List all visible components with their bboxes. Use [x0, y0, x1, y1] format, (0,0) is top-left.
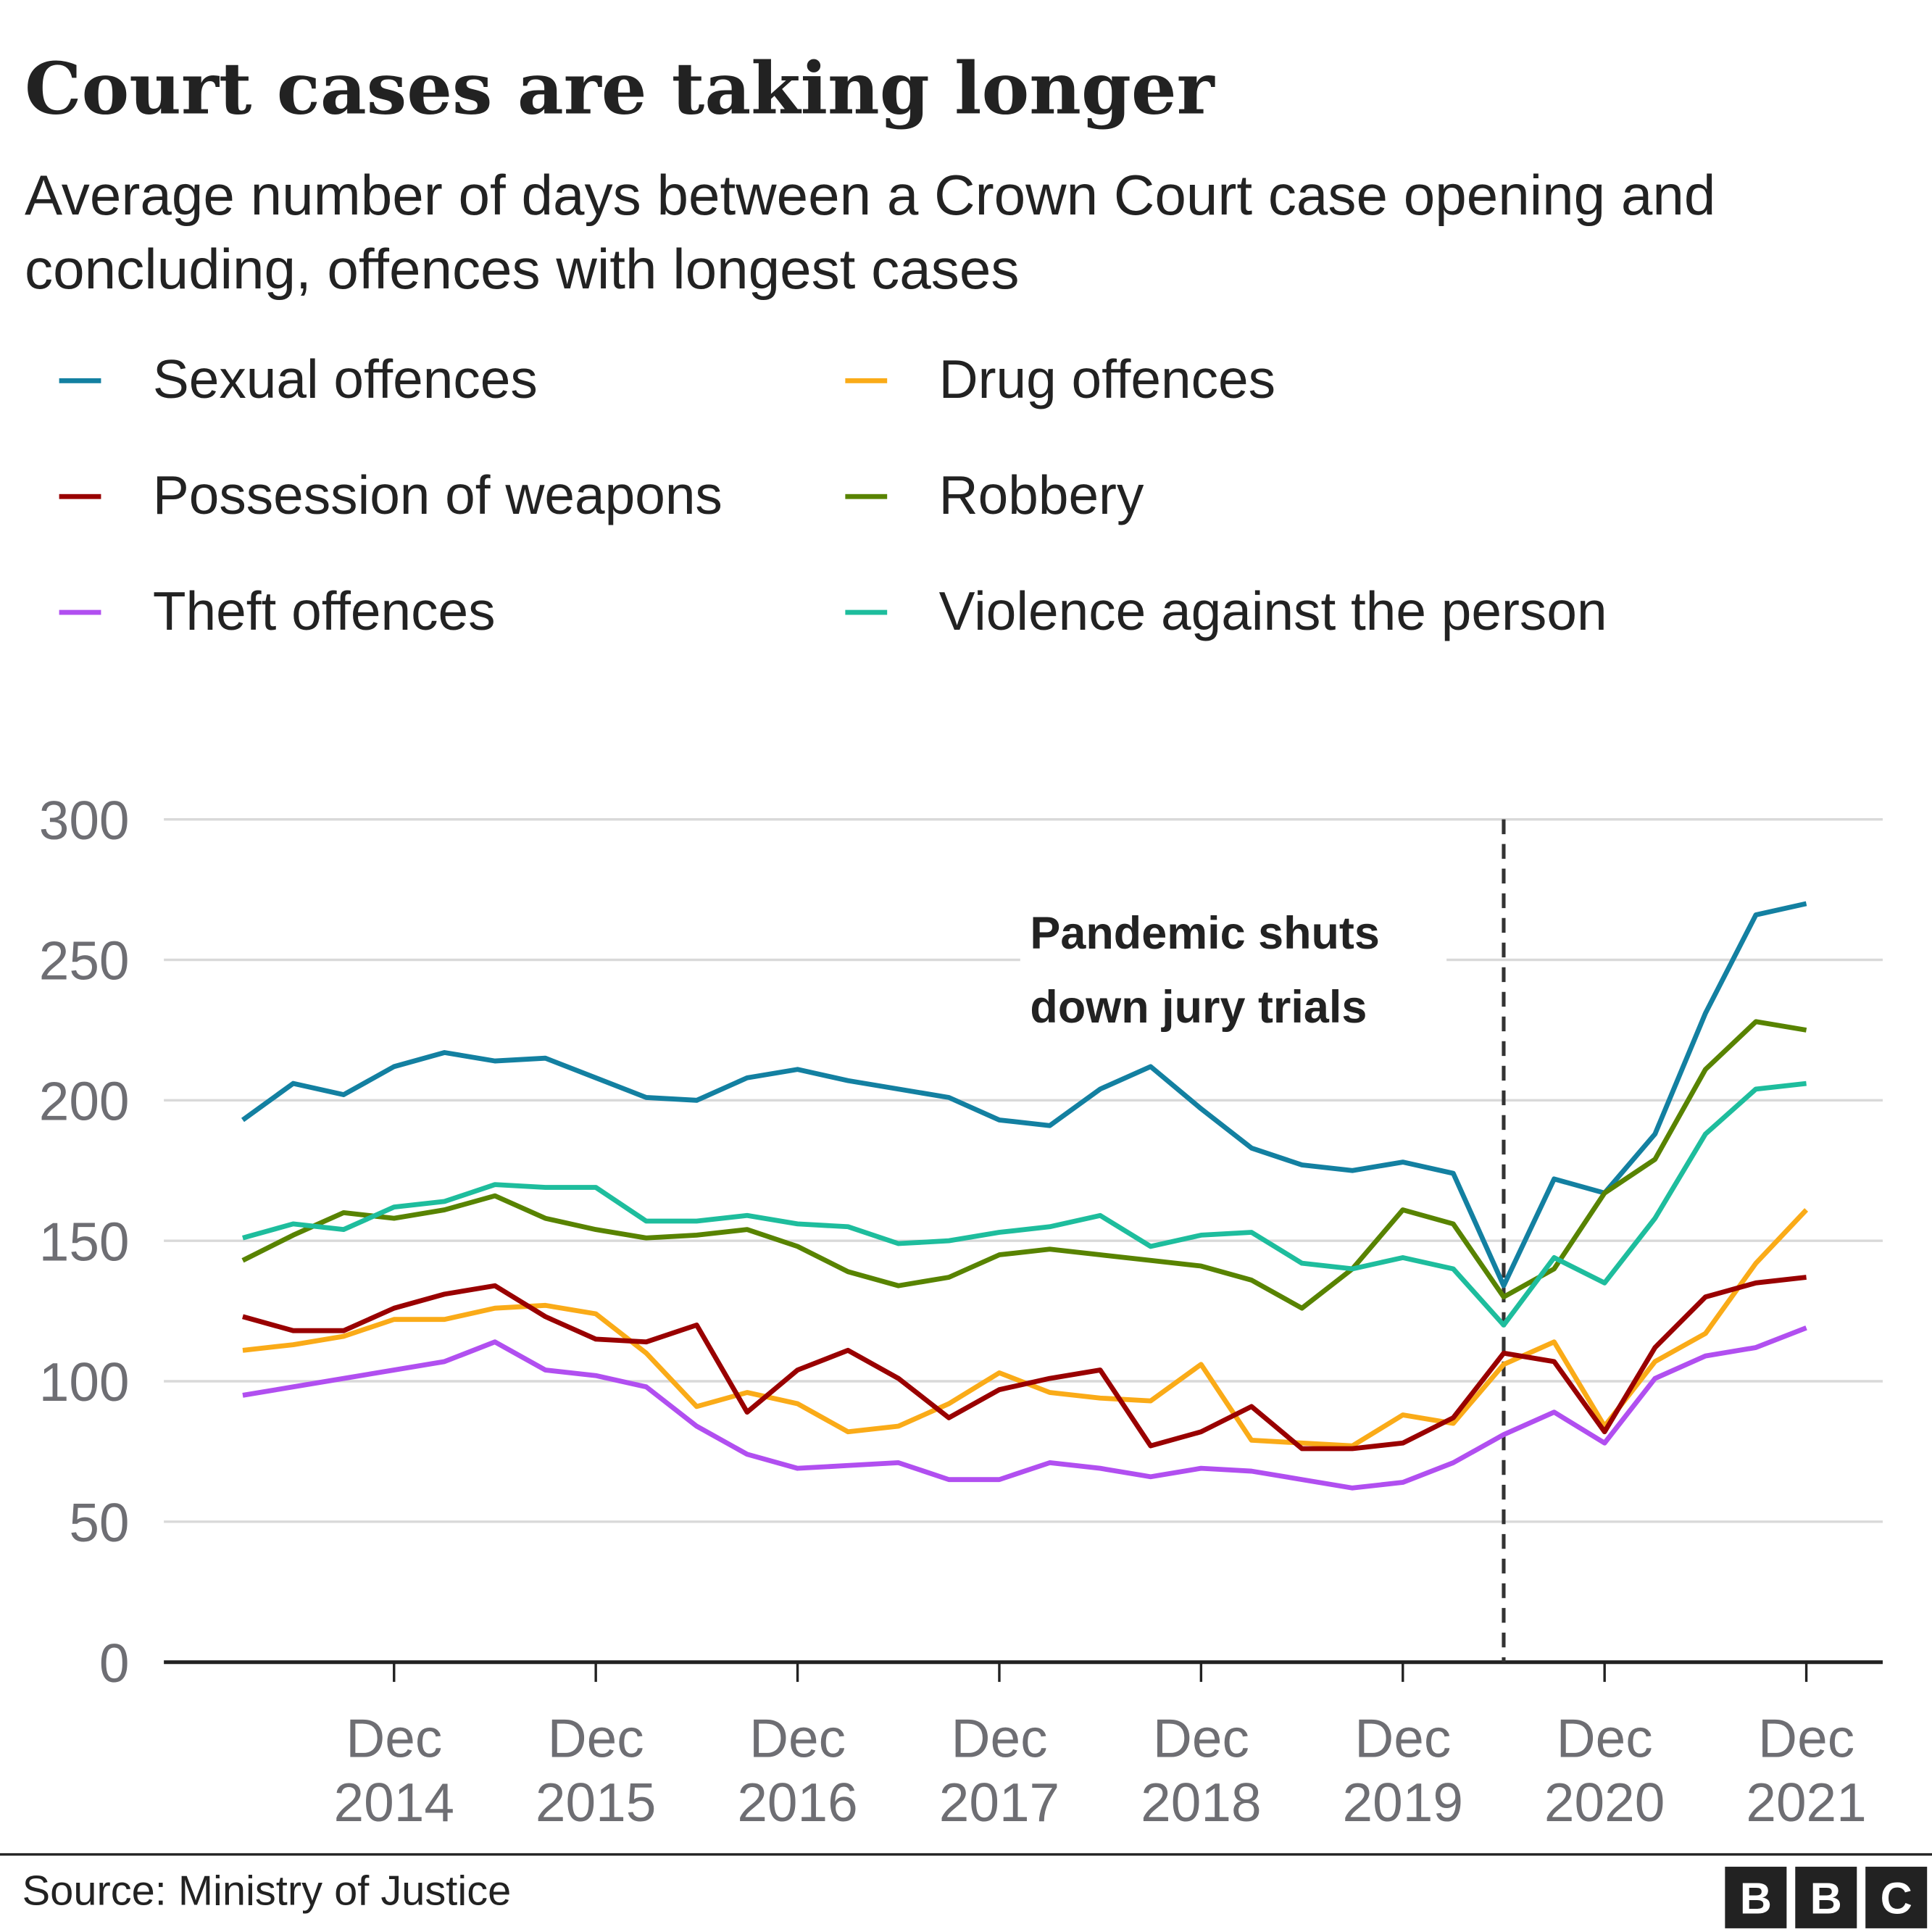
legend-label: Drug offences — [938, 349, 1276, 411]
legend-swatch — [59, 609, 101, 615]
y-tick-label: 300 — [39, 790, 130, 851]
chart-title: Court cases are taking longer — [25, 46, 1215, 131]
y-tick-label: 50 — [69, 1492, 129, 1553]
source: Source: Ministry of Justice — [22, 1868, 512, 1915]
logo-letter: C — [1881, 1874, 1912, 1923]
x-tick-label: Dec 2021 — [1746, 1709, 1867, 1833]
x-tick-label: Dec 2014 — [333, 1709, 454, 1833]
chart-subtitle: Average number of days between a Crown C… — [25, 162, 1716, 301]
y-tick-label: 150 — [39, 1211, 130, 1272]
x-tick-label: Dec 2016 — [737, 1709, 858, 1833]
legend-item: Robbery — [845, 466, 1144, 528]
legend-swatch — [845, 378, 888, 383]
x-tick-label: Dec 2018 — [1141, 1709, 1262, 1833]
legend-swatch — [59, 494, 101, 499]
y-tick-label: 100 — [39, 1352, 130, 1412]
legend-label: Robbery — [938, 465, 1144, 527]
legend-item: Sexual offences — [59, 350, 538, 412]
logo-letter: B — [1740, 1874, 1772, 1923]
legend-label: Theft offences — [152, 581, 496, 642]
y-tick-label: 200 — [39, 1071, 130, 1132]
x-tick-label: Dec 2019 — [1342, 1709, 1463, 1833]
series-line — [241, 1019, 1807, 1311]
legend-swatch — [845, 609, 888, 615]
annotation: Pandemic shuts down jury trials — [1020, 896, 1447, 1045]
legend-item: Possession of weapons — [59, 466, 723, 528]
logo-block — [1865, 1866, 1928, 1928]
legend-label: Violence against the person — [938, 581, 1607, 642]
logo-block — [1795, 1866, 1857, 1928]
legend-swatch — [59, 378, 101, 383]
y-tick-label: 250 — [39, 930, 130, 991]
series-line — [242, 1325, 1807, 1491]
x-tick-label: Dec 2017 — [938, 1709, 1060, 1833]
legend-item: Violence against the person — [845, 582, 1607, 644]
y-tick-label: 0 — [99, 1633, 130, 1694]
legend-item: Theft offences — [59, 582, 496, 644]
series-line — [242, 1275, 1807, 1452]
legend-item: Drug offences — [845, 350, 1275, 412]
legend-swatch — [845, 494, 888, 499]
logo-block — [1725, 1866, 1787, 1928]
x-tick-label: Dec 2015 — [535, 1709, 657, 1833]
legend-label: Possession of weapons — [152, 465, 723, 527]
legend-label: Sexual offences — [152, 349, 538, 411]
series-line — [242, 1080, 1807, 1328]
series-line — [241, 901, 1807, 1288]
x-tick-label: Dec 2020 — [1544, 1709, 1665, 1833]
logo-letter: B — [1810, 1874, 1842, 1923]
